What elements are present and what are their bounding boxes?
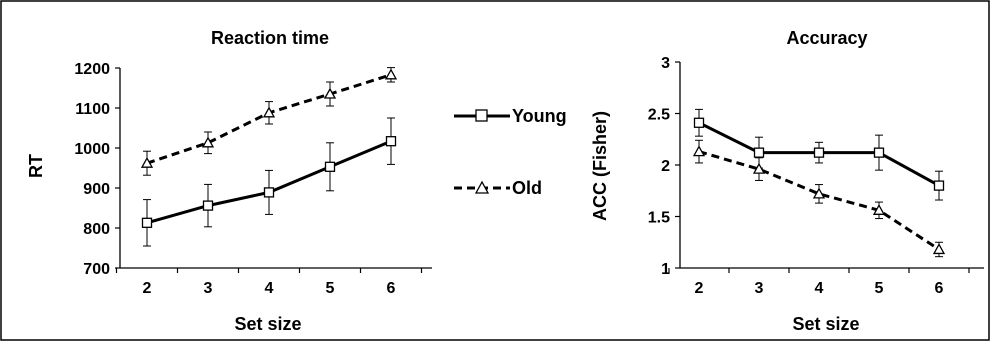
rt-y-tick-label: 1100	[75, 101, 110, 118]
acc-x-tick-label: 4	[815, 280, 824, 297]
acc-y-tick-label: 2	[661, 158, 670, 175]
triangle-marker-icon	[474, 180, 490, 194]
acc-y-tick-label: 3	[661, 55, 670, 72]
rt-y-tick-label: 800	[83, 221, 110, 238]
accuracy-chart: Accuracy ACC (Fisher) Set size 1 1.5 2 2.5 3…	[590, 28, 984, 334]
acc-data-point-young	[873, 147, 885, 158]
rt-data-point-old	[384, 68, 398, 80]
acc-data-point-old	[752, 162, 766, 174]
reaction-time-title: Reaction time	[211, 28, 329, 48]
acc-data-point-young	[933, 180, 945, 191]
acc-x-tick-label: 3	[755, 280, 764, 297]
acc-data-point-old	[692, 145, 706, 157]
rt-data-point-young	[141, 217, 153, 228]
square-marker-icon	[475, 109, 488, 122]
rt-data-point-young	[263, 187, 275, 198]
acc-x-axis-label: Set size	[792, 314, 859, 334]
acc-data-point-old	[812, 187, 826, 199]
acc-data-point-old	[932, 243, 946, 255]
acc-data-point-young	[693, 117, 705, 128]
rt-y-tick-label: 900	[83, 181, 110, 198]
rt-y-axis-label: RT	[26, 154, 46, 178]
legend-label-young: Young	[512, 106, 567, 126]
acc-x-tick-label: 2	[695, 280, 704, 297]
rt-y-tick-label: 700	[83, 261, 110, 278]
rt-x-tick-label: 6	[387, 280, 396, 297]
rt-data-point-old	[201, 136, 215, 148]
rt-x-tick-label: 3	[204, 280, 213, 297]
rt-x-tick-label: 2	[143, 280, 152, 297]
acc-x-tick-label: 6	[935, 280, 944, 297]
rt-data-point-old	[262, 106, 276, 118]
legend-label-old: Old	[512, 178, 542, 198]
acc-y-tick-label: 2.5	[648, 107, 670, 124]
acc-series-line-old	[698, 150, 940, 251]
rt-data-point-old	[140, 156, 154, 168]
acc-y-tick-label: 1	[661, 261, 670, 278]
legend: Young Old	[454, 106, 567, 198]
reaction-time-chart: Reaction time RT Set size 700 800 900 1000 1…	[26, 28, 432, 334]
acc-x-tick-label: 5	[875, 280, 884, 297]
rt-x-tick-label: 4	[265, 280, 274, 297]
rt-data-point-old	[323, 87, 337, 99]
acc-data-point-young	[753, 147, 765, 158]
rt-data-point-young	[202, 200, 214, 211]
rt-y-tick-label: 1000	[74, 141, 110, 158]
acc-data-point-young	[813, 147, 825, 158]
accuracy-title: Accuracy	[786, 28, 867, 48]
rt-x-axis-label: Set size	[234, 314, 301, 334]
rt-y-tick-label: 1200	[74, 61, 110, 78]
rt-data-point-young	[385, 136, 397, 147]
acc-y-tick-label: 1.5	[648, 210, 670, 227]
acc-y-axis-label: ACC (Fisher)	[590, 111, 610, 221]
rt-data-point-young	[324, 161, 336, 172]
rt-x-tick-label: 5	[326, 280, 335, 297]
acc-data-point-old	[872, 203, 886, 215]
